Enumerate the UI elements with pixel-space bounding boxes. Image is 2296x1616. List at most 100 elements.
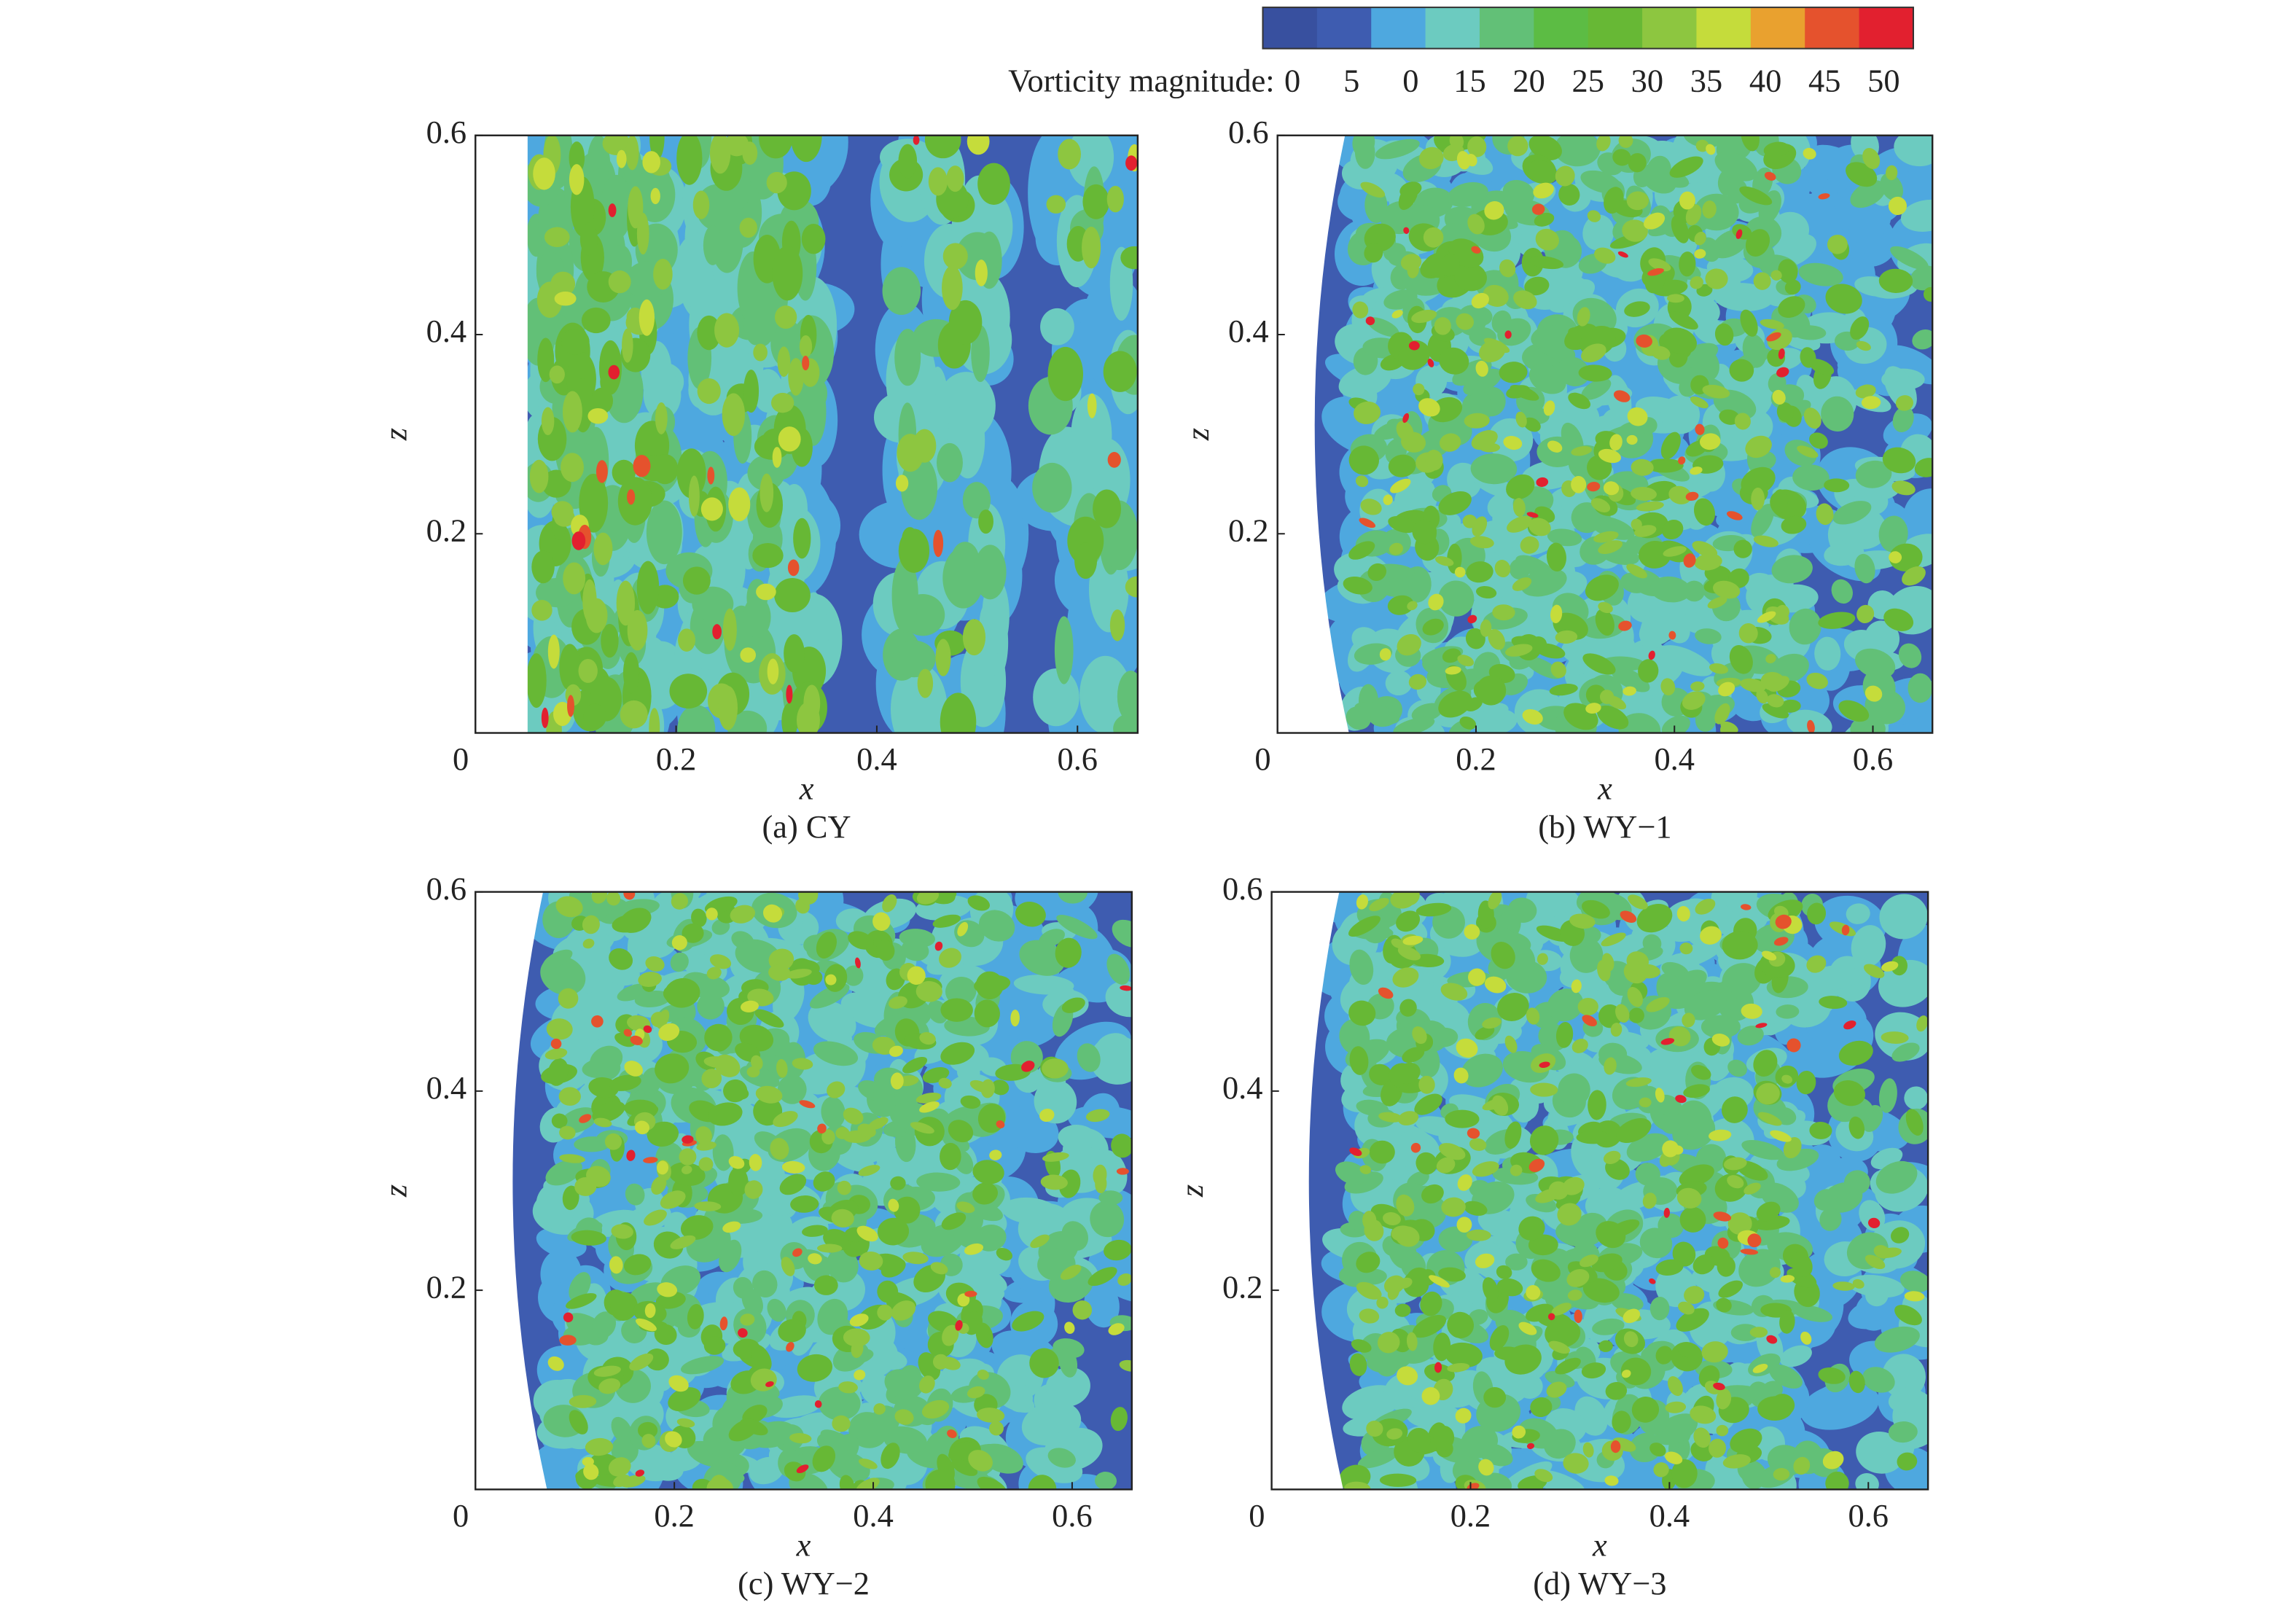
contour-blob bbox=[962, 482, 991, 519]
contour-blob bbox=[1581, 343, 1606, 363]
contour-blob bbox=[1856, 1432, 1905, 1474]
colorbar-tick-label: 0 bbox=[1402, 62, 1418, 98]
contour-blob bbox=[785, 969, 812, 979]
contour-blob bbox=[1789, 608, 1821, 645]
contour-blob bbox=[1471, 430, 1498, 450]
contour-blob bbox=[1394, 1303, 1411, 1317]
contour-blob bbox=[608, 203, 617, 217]
contour-blob bbox=[1590, 498, 1611, 512]
x-axis-label: x bbox=[799, 770, 814, 806]
contour-blob bbox=[1776, 402, 1794, 423]
contour-blob bbox=[1891, 480, 1916, 496]
contour-blob bbox=[1072, 1300, 1093, 1320]
contour-blob bbox=[1456, 151, 1471, 170]
contour-blob bbox=[1739, 186, 1773, 206]
contour-blob bbox=[1611, 666, 1650, 692]
contour-blob bbox=[1678, 1343, 1695, 1358]
contour-blob bbox=[665, 1431, 682, 1448]
contour-blob bbox=[1660, 395, 1700, 434]
contour-blob bbox=[1730, 1324, 1760, 1341]
contour-blob bbox=[1397, 633, 1421, 656]
contour-blob bbox=[868, 1117, 889, 1131]
contour-blob bbox=[1110, 1407, 1128, 1432]
contour-blob bbox=[1818, 193, 1830, 200]
x-tick-label: 0 bbox=[1254, 741, 1270, 777]
contour-blob bbox=[1605, 1381, 1628, 1400]
contour-blob bbox=[1655, 1259, 1684, 1276]
colorbar-tick-label: 40 bbox=[1749, 62, 1781, 98]
contour-blob bbox=[1105, 980, 1132, 1018]
contour-blob bbox=[891, 558, 918, 633]
contour-blob bbox=[1568, 392, 1591, 410]
y-tick-label: 0.4 bbox=[426, 1069, 467, 1106]
contour-blob bbox=[1891, 1227, 1910, 1244]
contour-blob bbox=[930, 1262, 948, 1275]
contour-blob bbox=[1469, 536, 1494, 549]
contour-blob bbox=[816, 1244, 843, 1253]
contour-blob bbox=[1029, 1348, 1059, 1378]
contour-blob bbox=[797, 1354, 833, 1382]
contour-blob bbox=[956, 1201, 975, 1214]
contour-blob bbox=[624, 1061, 644, 1077]
contour-blob bbox=[633, 455, 651, 477]
contour-blob bbox=[1846, 903, 1870, 924]
panel-caption: (b) WY−1 bbox=[1538, 808, 1671, 845]
contour-blob bbox=[1090, 1201, 1125, 1238]
contour-blob bbox=[571, 531, 586, 550]
contour-blob bbox=[875, 940, 895, 961]
contour-blob bbox=[1430, 1027, 1459, 1047]
contour-blob bbox=[642, 151, 660, 173]
contour-blob bbox=[802, 1225, 828, 1237]
contour-blob bbox=[1088, 1267, 1117, 1287]
contour-blob bbox=[1545, 1318, 1581, 1348]
contour-blob bbox=[1770, 270, 1782, 281]
contour-blob bbox=[627, 609, 648, 651]
contour-blob bbox=[1445, 666, 1461, 675]
contour-blob bbox=[972, 1160, 1004, 1184]
contour-blob bbox=[781, 1257, 795, 1276]
contour-blob bbox=[647, 1121, 679, 1147]
contour-blob bbox=[555, 896, 583, 918]
contour-blob bbox=[541, 407, 555, 436]
contour-blob bbox=[1741, 135, 1760, 152]
contour-blob bbox=[1631, 518, 1642, 531]
contour-blob bbox=[1389, 542, 1403, 555]
contour-blob bbox=[784, 634, 805, 673]
contour-blob bbox=[1694, 553, 1722, 571]
contour-blob bbox=[654, 1324, 677, 1346]
contour-blob bbox=[1889, 543, 1923, 572]
contour-blob bbox=[712, 1134, 734, 1171]
contour-blob bbox=[1470, 453, 1518, 485]
contour-blob bbox=[1740, 678, 1766, 692]
contour-blob bbox=[1753, 1050, 1778, 1077]
contour-blob bbox=[1388, 454, 1416, 477]
contour-blob bbox=[1679, 1164, 1714, 1187]
contour-blob bbox=[1492, 604, 1515, 621]
contour-blob bbox=[1383, 494, 1393, 505]
contour-blob bbox=[609, 948, 633, 970]
contour-blob bbox=[974, 999, 1000, 1028]
contour-blob bbox=[1525, 1303, 1554, 1322]
contour-blob bbox=[1878, 959, 1929, 1007]
contour-blob bbox=[1032, 462, 1072, 513]
contour-blob bbox=[924, 135, 961, 159]
contour-blob bbox=[582, 1456, 594, 1467]
contour-blob bbox=[1489, 1325, 1510, 1351]
contour-blob bbox=[740, 647, 757, 663]
contour-blob bbox=[1549, 684, 1578, 696]
contour-blob bbox=[915, 1092, 942, 1104]
contour-blob bbox=[1090, 1035, 1132, 1085]
contour-blob bbox=[1599, 690, 1614, 704]
contour-blob bbox=[774, 305, 797, 329]
contour-blob bbox=[645, 956, 665, 972]
contour-blob bbox=[1364, 243, 1383, 263]
contour-blob bbox=[1439, 347, 1469, 375]
contour-blob bbox=[649, 708, 660, 733]
contour-blob bbox=[587, 407, 609, 424]
contour-blob bbox=[697, 378, 721, 405]
contour-blob bbox=[940, 998, 973, 1022]
contour-blob bbox=[1524, 276, 1550, 296]
contour-blob bbox=[718, 685, 738, 730]
contour-blob bbox=[1084, 1281, 1120, 1328]
